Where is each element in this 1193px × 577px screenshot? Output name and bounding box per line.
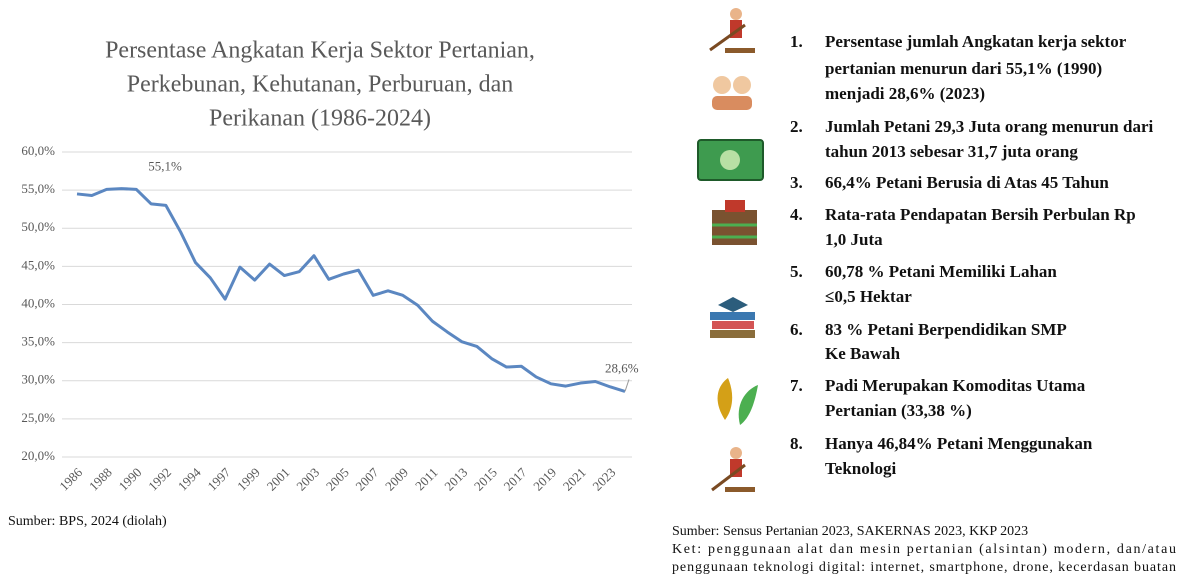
y-tick-label: 30,0% xyxy=(21,372,55,387)
fact-text: Rata-rata Pendapatan Bersih Perbulan Rp xyxy=(825,205,1136,224)
x-tick-label: 1997 xyxy=(204,464,233,493)
x-tick-label: 2011 xyxy=(412,465,441,494)
chart-source: Sumber: BPS, 2024 (diolah) xyxy=(8,514,167,529)
fact-number: 6. xyxy=(790,320,803,339)
fact-text: Hanya 46,84% Petani Menggunakan xyxy=(825,434,1093,453)
x-tick-label: 1992 xyxy=(145,465,174,494)
data-label: 55,1% xyxy=(148,158,182,173)
fact-number: 1. xyxy=(790,32,803,51)
x-tick-label: 2017 xyxy=(501,464,530,493)
x-tick-label: 2015 xyxy=(471,465,500,494)
y-tick-label: 50,0% xyxy=(21,219,55,234)
source-note: penggunaan teknologi digital: internet, … xyxy=(672,560,1176,575)
fact-text: Persentase jumlah Angkatan kerja sektor xyxy=(825,32,1127,51)
y-tick-label: 60,0% xyxy=(21,143,55,158)
y-tick-label: 20,0% xyxy=(21,448,55,463)
fact-text: Padi Merupakan Komoditas Utama xyxy=(825,376,1086,395)
x-tick-label: 1999 xyxy=(234,465,263,494)
fact-text: tahun 2013 sebesar 31,7 juta orang xyxy=(825,142,1078,161)
x-tick-label: 1988 xyxy=(86,465,115,494)
fact-text: 1,0 Juta xyxy=(825,230,883,249)
fact-text: Teknologi xyxy=(825,459,896,478)
label-leader xyxy=(624,379,630,392)
x-tick-label: 2013 xyxy=(441,465,470,494)
x-tick-label: 2009 xyxy=(382,465,411,494)
data-label: 28,6% xyxy=(605,360,639,375)
y-tick-label: 35,0% xyxy=(21,334,55,349)
fact-number: 7. xyxy=(790,376,803,395)
source-note: Sumber: Sensus Pertanian 2023, SAKERNAS … xyxy=(672,524,1028,539)
x-tick-label: 2001 xyxy=(264,465,293,494)
fact-text: Pertanian (33,38 %) xyxy=(825,401,972,420)
fact-number: 4. xyxy=(790,205,803,224)
x-tick-label: 1990 xyxy=(115,465,144,494)
x-tick-label: 2021 xyxy=(560,465,589,494)
fact-text: pertanian menurun dari 55,1% (1990) xyxy=(825,59,1102,78)
x-tick-label: 2023 xyxy=(589,465,618,494)
fact-number: 2. xyxy=(790,117,803,136)
data-line xyxy=(76,187,626,393)
icons xyxy=(697,8,764,492)
fact-text: Ke Bawah xyxy=(825,344,901,363)
x-tick-label: 2005 xyxy=(323,465,352,494)
fact-text: 60,78 % Petani Memiliki Lahan xyxy=(825,262,1057,281)
y-tick-label: 25,0% xyxy=(21,410,55,425)
fact-number: 3. xyxy=(790,173,803,192)
fact-number: 8. xyxy=(790,434,803,453)
fact-text: 83 % Petani Berpendidikan SMP xyxy=(825,320,1067,339)
x-tick-label: 1986 xyxy=(56,464,85,493)
x-tick-label: 2007 xyxy=(352,464,381,493)
chart-title: Persentase Angkatan Kerja Sektor Pertani… xyxy=(105,38,535,64)
x-tick-label: 2019 xyxy=(530,465,559,494)
chart-title: Perkebunan, Kehutanan, Perburuan, dan xyxy=(127,72,514,98)
fact-text: menjadi 28,6% (2023) xyxy=(825,84,985,103)
fact-text: 66,4% Petani Berusia di Atas 45 Tahun xyxy=(825,173,1109,192)
x-tick-label: 2003 xyxy=(293,465,322,494)
y-tick-label: 55,0% xyxy=(21,181,55,196)
y-tick-label: 45,0% xyxy=(21,257,55,272)
fact-text: ≤0,5 Hektar xyxy=(825,287,912,306)
x-tick-label: 1994 xyxy=(175,464,204,493)
fact-text: Jumlah Petani 29,3 Juta orang menurun da… xyxy=(825,117,1153,136)
fact-number: 5. xyxy=(790,262,803,281)
chart-title: Perikanan (1986-2024) xyxy=(209,106,431,132)
y-tick-label: 40,0% xyxy=(21,295,55,310)
source-note: Ket: penggunaan alat dan mesin pertanian… xyxy=(672,542,1176,557)
